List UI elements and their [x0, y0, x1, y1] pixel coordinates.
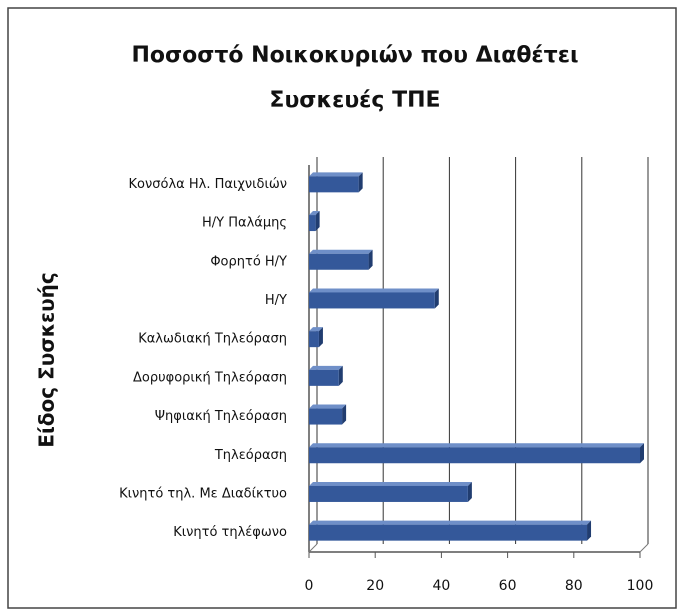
bar — [309, 331, 319, 348]
bar-side — [358, 172, 363, 193]
chart-title: Ποσοστό Νοικοκυριών που Διαθέτει — [131, 43, 578, 68]
bar-top — [309, 443, 644, 448]
x-tick-label: 20 — [366, 578, 384, 594]
y-tick-label: Τηλεόραση — [214, 448, 287, 463]
bar — [309, 447, 640, 464]
bar-top — [309, 172, 363, 177]
y-tick-label: Κινητό τηλέφωνο — [173, 525, 287, 540]
bar — [309, 215, 316, 232]
x-tick-label: 80 — [565, 578, 583, 594]
bar — [309, 253, 369, 270]
bar-top — [309, 365, 343, 370]
x-tick-label: 40 — [432, 578, 450, 594]
x-tick-label: 60 — [499, 578, 517, 594]
y-tick-label: Ψηφιακή Τηλεόραση — [155, 409, 287, 424]
bar-top — [309, 481, 472, 486]
bar-top — [309, 520, 592, 525]
x-tick-label: 100 — [627, 578, 654, 594]
bar-side — [434, 288, 439, 309]
bar — [309, 408, 343, 425]
y-tick-label: Φορητό Η/Υ — [210, 254, 287, 269]
bar — [309, 292, 435, 309]
chart-title: Συσκευές ΤΠΕ — [269, 88, 440, 113]
bar-side — [640, 443, 644, 464]
bar — [309, 176, 359, 193]
bar-top — [309, 327, 323, 332]
y-axis-label: Είδος Συσκευής — [35, 272, 59, 447]
bar-top — [309, 249, 373, 254]
bar-side — [368, 249, 373, 270]
bar-top — [309, 211, 320, 216]
bar-top — [309, 288, 439, 293]
bar-top — [309, 404, 347, 409]
y-tick-label: Κινητό τηλ. Με Διαδίκτυο — [119, 486, 287, 501]
x-axis-line — [308, 543, 318, 553]
y-tick-label: Κονσόλα Ηλ. Παιχνιδιών — [129, 177, 287, 192]
y-tick-label: Καλωδιακή Τηλεόραση — [138, 332, 287, 347]
y-tick-label: Η/Υ Παλάμης — [202, 216, 287, 231]
bar-side — [587, 520, 592, 541]
y-tick-label: Δορυφορική Τηλεόραση — [133, 370, 287, 385]
bar-side — [315, 211, 320, 232]
bar-side — [467, 481, 472, 502]
bar-side — [318, 327, 323, 348]
bar — [309, 485, 468, 502]
y-tick-label: Η/Υ — [265, 293, 287, 308]
bar — [309, 524, 588, 541]
x-axis-line — [639, 543, 649, 553]
x-tick-label: 0 — [305, 578, 314, 594]
bar — [309, 369, 339, 386]
bar-side — [342, 404, 347, 425]
bar-side — [338, 365, 343, 386]
